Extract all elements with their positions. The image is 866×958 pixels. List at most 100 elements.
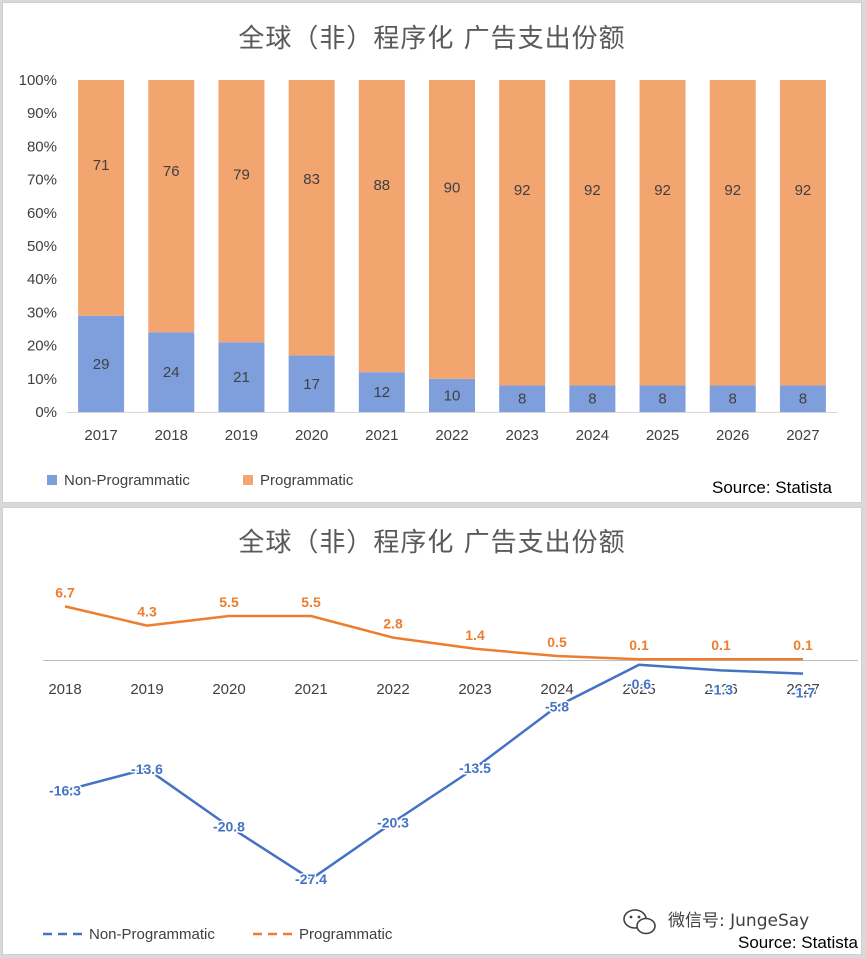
- bar-programmatic-2025: [639, 80, 686, 386]
- x-tick-label: 2017: [84, 427, 117, 444]
- data-label-non-programmatic-2024: 8: [588, 391, 596, 408]
- bar-non-programmatic-2027: [779, 385, 826, 412]
- x-axis: 2017 2018 2019 2020 2021 2022 2023 2024 2025 2026…: [66, 412, 838, 444]
- data-label-programmatic-2023: 1.4: [465, 627, 485, 643]
- stacked-bar-chart: 全球（非）程序化 广告支出份额 0% 10% 20% 30% 40% 50% 60% 70% 8…: [19, 24, 838, 497]
- data-label-non-programmatic-2022: 10: [444, 387, 461, 404]
- x-tick-label: 2019: [130, 681, 163, 698]
- y-tick-label: 50%: [27, 238, 57, 255]
- line-chart-panel: 全球（非）程序化 广告支出份额 2018 2019 2020 2021 2022 2023…: [2, 507, 862, 955]
- bar-programmatic-2020: [288, 80, 335, 356]
- x-tick-label: 2021: [365, 427, 398, 444]
- bar-programmatic-2017: [78, 80, 125, 316]
- data-label-programmatic-2025: 92: [654, 182, 671, 199]
- data-label-programmatic-2021: 5.5: [301, 594, 321, 610]
- x-axis: 2018 2019 2020 2021 2022 2023 2024 2025 2026 2027: [43, 660, 858, 698]
- x-tick-label: 2020: [295, 427, 328, 444]
- x-tick-label: 2020: [212, 681, 245, 698]
- bar-programmatic-2019: [218, 80, 265, 343]
- x-tick-label: 2024: [576, 427, 609, 444]
- data-label-non-programmatic-2026: 8: [729, 391, 737, 408]
- data-label-non-programmatic-2026: -1.3: [709, 681, 733, 697]
- x-tick-label: 2027: [786, 427, 819, 444]
- y-tick-label: 80%: [27, 138, 57, 155]
- bar-programmatic-2027: [779, 80, 826, 386]
- chart-title: 全球（非）程序化 广告支出份额: [238, 528, 625, 558]
- y-tick-label: 20%: [27, 338, 57, 355]
- data-label-non-programmatic-2023: 8: [518, 391, 526, 408]
- data-label-programmatic-2018: 6.7: [55, 584, 75, 600]
- data-label-programmatic-2018: 76: [163, 163, 180, 180]
- legend-label-non-programmatic: Non-Programmatic: [64, 472, 190, 489]
- legend-label-programmatic: Programmatic: [260, 472, 354, 489]
- data-label-non-programmatic-2019: -13.6: [131, 761, 163, 777]
- data-label-programmatic-2021: 88: [373, 177, 390, 194]
- bar-non-programmatic-2021: [358, 372, 405, 412]
- data-label-non-programmatic-2027: 8: [799, 391, 807, 408]
- legend-swatch-programmatic: [243, 475, 253, 485]
- x-tick-label: 2019: [225, 427, 258, 444]
- source-note: Source: Statista: [738, 933, 859, 952]
- chart-title: 全球（非）程序化 广告支出份额: [238, 24, 625, 54]
- data-label-non-programmatic-2021: 12: [373, 384, 390, 401]
- data-label-non-programmatic-2021: -27.4: [295, 871, 327, 887]
- bar-programmatic-2022: [429, 80, 475, 379]
- y-tick-label: 40%: [27, 271, 57, 288]
- data-label-programmatic-2025: 0.1: [629, 637, 649, 653]
- data-label-non-programmatic-2022: -20.3: [377, 814, 409, 830]
- y-tick-label: 0%: [35, 404, 57, 421]
- bar-non-programmatic-2024: [569, 385, 616, 412]
- x-tick-label: 2025: [646, 427, 679, 444]
- y-tick-label: 60%: [27, 205, 57, 222]
- x-tick-label: 2023: [505, 427, 538, 444]
- y-tick-label: 100%: [19, 72, 57, 89]
- data-label-programmatic-2022: 90: [444, 180, 461, 197]
- data-label-programmatic-2019: 4.3: [137, 604, 157, 620]
- data-label-non-programmatic-2025: 8: [658, 391, 666, 408]
- data-label-programmatic-2020: 83: [303, 171, 320, 188]
- bar-non-programmatic-2026: [709, 385, 756, 412]
- x-tick-label: 2023: [458, 681, 491, 698]
- data-label-programmatic-2027: 92: [795, 182, 812, 199]
- data-label-non-programmatic-2018: -16.3: [49, 782, 81, 798]
- x-tick-label: 2024: [540, 681, 573, 698]
- x-tick-label: 2022: [376, 681, 409, 698]
- watermark: 微信号: JungeSay: [623, 909, 809, 935]
- bar-non-programmatic-2022: [429, 378, 475, 412]
- data-label-programmatic-2024: 0.5: [547, 634, 567, 650]
- x-tick-label: 2022: [435, 427, 468, 444]
- bar-programmatic-2026: [709, 80, 756, 386]
- data-label-programmatic-2020: 5.5: [219, 594, 239, 610]
- bar-programmatic-2018: [148, 80, 195, 333]
- data-label-non-programmatic-2025: -0.6: [627, 676, 651, 692]
- source-note: Source: Statista: [712, 478, 833, 497]
- watermark-text: 微信号: JungeSay: [668, 911, 809, 931]
- x-tick-label: 2026: [704, 681, 737, 698]
- data-label-programmatic-2026: 92: [724, 182, 741, 199]
- y-tick-label: 70%: [27, 172, 57, 189]
- legend-swatch-non-programmatic: [47, 475, 57, 485]
- data-label-non-programmatic-2017: 29: [93, 356, 110, 373]
- data-label-non-programmatic-2024: -5.8: [545, 698, 569, 714]
- data-label-programmatic-2019: 79: [233, 166, 250, 183]
- x-tick-label: 2025: [622, 681, 655, 698]
- wechat-icon: [623, 909, 656, 935]
- y-tick-label: 10%: [27, 371, 57, 388]
- data-label-non-programmatic-2019: 21: [233, 369, 250, 386]
- data-label-non-programmatic-2023: -13.5: [459, 760, 491, 776]
- line-non-programmatic: [64, 663, 804, 881]
- bar-programmatic-2023: [499, 80, 546, 386]
- bar-non-programmatic-2020: [288, 355, 335, 412]
- legend-label-non-programmatic: Non-Programmatic: [89, 926, 215, 943]
- x-tick-label: 2026: [716, 427, 749, 444]
- data-label-programmatic-2023: 92: [514, 182, 531, 199]
- x-tick-label: 2018: [155, 427, 188, 444]
- data-labels: -16.3 -13.6 -20.8 -27.4 -20.3 -13.5 -5.8 -0.6 -1…: [48, 583, 817, 889]
- bar-programmatic-2024: [569, 80, 616, 386]
- y-tick-label: 90%: [27, 105, 57, 122]
- bar-non-programmatic-2023: [499, 385, 546, 412]
- bar-non-programmatic-2017: [78, 315, 125, 412]
- x-tick-label: 2021: [294, 681, 327, 698]
- legend-label-programmatic: Programmatic: [299, 926, 393, 943]
- bar-non-programmatic-2025: [639, 385, 686, 412]
